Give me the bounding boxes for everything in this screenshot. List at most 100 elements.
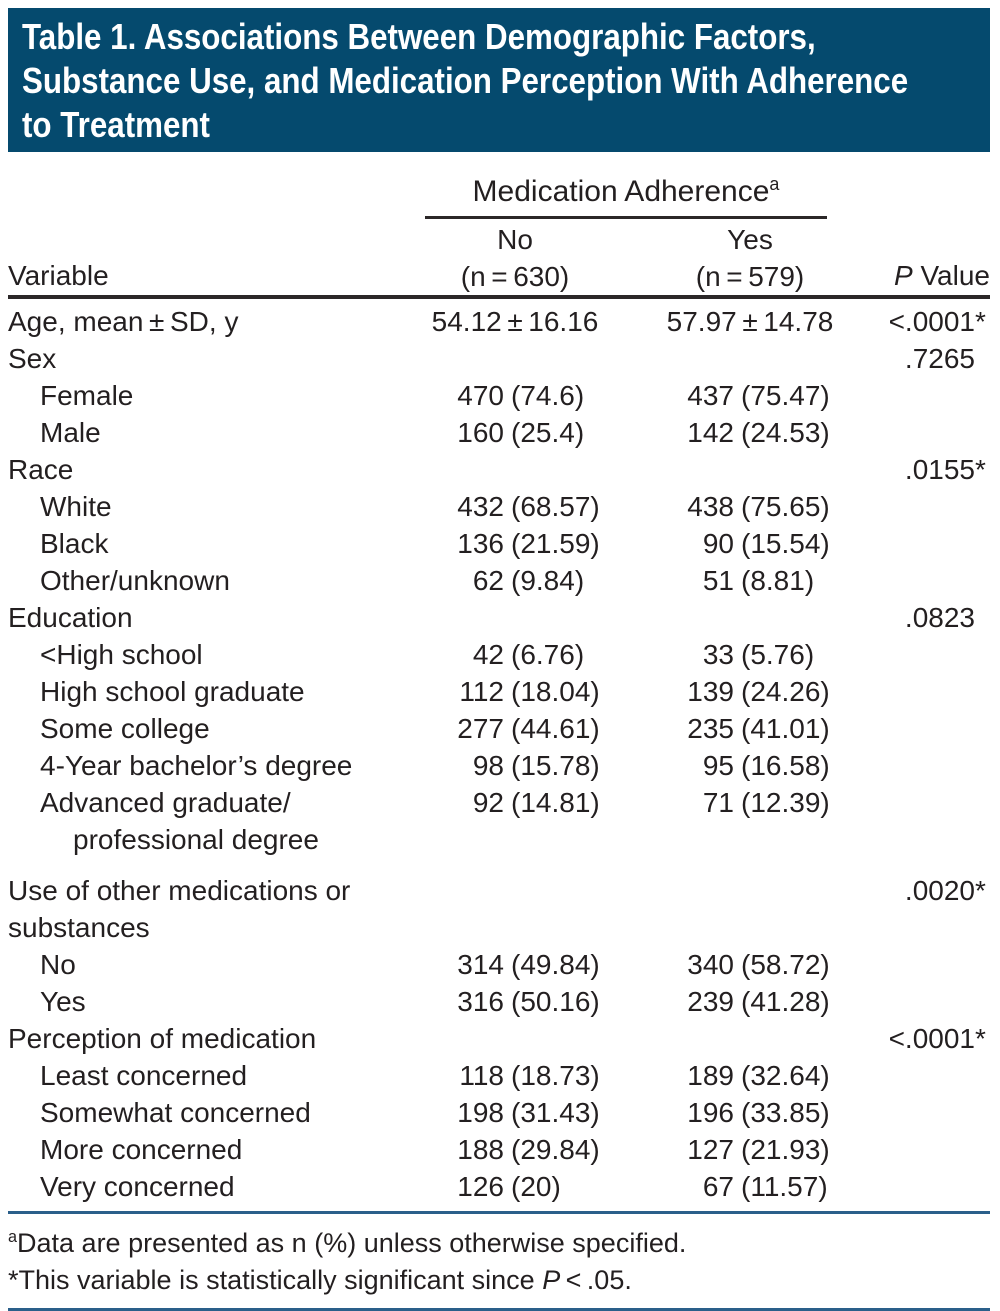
significance-star xyxy=(975,599,990,636)
table-row: Race .0155 * xyxy=(8,451,990,488)
count-value: 42 xyxy=(472,639,504,670)
cell-no: 42 (6.76) xyxy=(420,636,610,673)
footnote-star-suffix: < .05. xyxy=(560,1265,632,1295)
percent-value: (8.81) xyxy=(741,565,815,596)
percent-value: (24.26) xyxy=(741,676,830,707)
table-header: Variable Medication Adherencea No (n = 6… xyxy=(8,152,990,299)
cell-yes: 438 (75.65) xyxy=(650,488,850,525)
percent-value: (75.65) xyxy=(741,491,830,522)
row-label-line: Race xyxy=(8,454,74,485)
footnote-a: aData are presented as n (%) unless othe… xyxy=(8,1219,990,1262)
cell-yes xyxy=(650,1020,850,1057)
cell-yes: 340 (58.72) xyxy=(650,946,850,983)
count-value: 95 xyxy=(702,750,734,781)
cell-pvalue: <.0001 * xyxy=(850,1020,990,1057)
row-label: Advanced graduate/professional degree xyxy=(8,784,420,858)
table-row: <High school 42 (6.76) 33 (5.76) xyxy=(8,636,990,673)
row-label: Race xyxy=(8,451,420,488)
cell-pvalue xyxy=(850,673,990,710)
percent-value: (5.76) xyxy=(741,639,815,670)
percent-value: (12.39) xyxy=(741,787,830,818)
column-header-variable: Variable xyxy=(8,260,109,291)
table-row: Education .0823 xyxy=(8,599,990,636)
data-table: Variable Medication Adherencea No (n = 6… xyxy=(8,152,990,1205)
percent-value: (18.04) xyxy=(511,676,600,707)
row-label: Yes xyxy=(8,983,420,1020)
table-row: Female 470 (74.6) 437 (75.47) xyxy=(8,377,990,414)
cell-yes: 67 (11.57) xyxy=(650,1168,850,1205)
percent-value: (29.84) xyxy=(511,1134,600,1165)
percent-value: (15.78) xyxy=(511,750,600,781)
count-value: 90 xyxy=(702,528,734,559)
significance-star: * xyxy=(975,875,986,906)
cell-pvalue xyxy=(850,1131,990,1168)
significance-star: * xyxy=(975,454,986,485)
cell-no: 160 (25.4) xyxy=(420,414,610,451)
cell-yes: 142 (24.53) xyxy=(650,414,850,451)
row-label: Perception of medication xyxy=(8,1020,420,1057)
percent-value: (18.73) xyxy=(511,1060,600,1091)
percent-value: (74.6) xyxy=(511,380,585,411)
cell-yes: 235 (41.01) xyxy=(650,710,850,747)
row-label-line: High school graduate xyxy=(40,676,305,707)
cell-yes: 437 (75.47) xyxy=(650,377,850,414)
count-value: 160 xyxy=(457,417,504,448)
cell-pvalue xyxy=(850,1057,990,1094)
footnote-a-sup: a xyxy=(8,1228,18,1246)
cell-pvalue xyxy=(850,414,990,451)
column-header-yes: Yes (n = 579) xyxy=(650,221,850,295)
cell-yes: 139 (24.26) xyxy=(650,673,850,710)
cell-pvalue: .7265 xyxy=(850,340,990,377)
row-label-line: Advanced graduate/ xyxy=(40,787,291,818)
percent-value: (68.57) xyxy=(511,491,600,522)
count-value: 67 xyxy=(702,1171,734,1202)
cell-no xyxy=(420,340,610,377)
row-label-line: No xyxy=(40,949,76,980)
cell-no: 92 (14.81) xyxy=(420,784,610,858)
table-row: White 432 (68.57) 438 (75.65) xyxy=(8,488,990,525)
row-label-line: Use of other medications or xyxy=(8,875,351,906)
cell-yes: 57.97 ± 14.78 xyxy=(666,306,834,337)
table-row: Black 136 (21.59) 90 (15.54) xyxy=(8,525,990,562)
row-label: Somewhat concerned xyxy=(8,1094,420,1131)
column-header-yes-n: (n = 579) xyxy=(695,261,805,292)
row-label-line: Least concerned xyxy=(40,1060,248,1091)
count-value: 127 xyxy=(687,1134,734,1165)
cell-yes xyxy=(650,340,850,377)
cell-yes: 127 (21.93) xyxy=(650,1131,850,1168)
cell-pvalue: .0823 xyxy=(850,599,990,636)
cell-no: 277 (44.61) xyxy=(420,710,610,747)
adherence-header-group: Medication Adherencea No (n = 630) Yes (… xyxy=(420,164,850,295)
count-value: 432 xyxy=(457,491,504,522)
percent-value: (24.53) xyxy=(741,417,830,448)
cell-pvalue: <.0001 * xyxy=(850,303,990,340)
row-label: White xyxy=(8,488,420,525)
row-label: <High school xyxy=(8,636,420,673)
percent-value: (41.28) xyxy=(741,986,830,1017)
pvalue-number: .7265 xyxy=(904,343,975,374)
cell-yes: 196 (33.85) xyxy=(650,1094,850,1131)
cell-yes: 51 (8.81) xyxy=(650,562,850,599)
count-value: 277 xyxy=(457,713,504,744)
row-label-line: Some college xyxy=(40,713,210,744)
cell-pvalue xyxy=(850,784,990,858)
table-row: Perception of medication <.0001 * xyxy=(8,1020,990,1057)
cell-yes xyxy=(650,872,850,946)
count-value: 437 xyxy=(687,380,734,411)
percent-value: (25.4) xyxy=(511,417,585,448)
count-value: 198 xyxy=(457,1097,504,1128)
row-label: High school graduate xyxy=(8,673,420,710)
table-row: Least concerned 118 (18.73) 189 (32.64) xyxy=(8,1057,990,1094)
cell-no xyxy=(420,872,610,946)
table-row: Somewhat concerned 198 (31.43) 196 (33.85) xyxy=(8,1094,990,1131)
percent-value: (9.84) xyxy=(511,565,585,596)
cell-yes xyxy=(650,599,850,636)
table-row: More concerned 188 (29.84) 127 (21.93) xyxy=(8,1131,990,1168)
percent-value: (20) xyxy=(511,1171,561,1202)
count-value: 62 xyxy=(472,565,504,596)
cell-no: 118 (18.73) xyxy=(420,1057,610,1094)
table-title-banner: Table 1. Associations Between Demographi… xyxy=(8,8,990,152)
footnote-star-italic-p: P xyxy=(542,1265,561,1295)
column-header-pvalue: P Value xyxy=(850,257,990,295)
row-label: Black xyxy=(8,525,420,562)
